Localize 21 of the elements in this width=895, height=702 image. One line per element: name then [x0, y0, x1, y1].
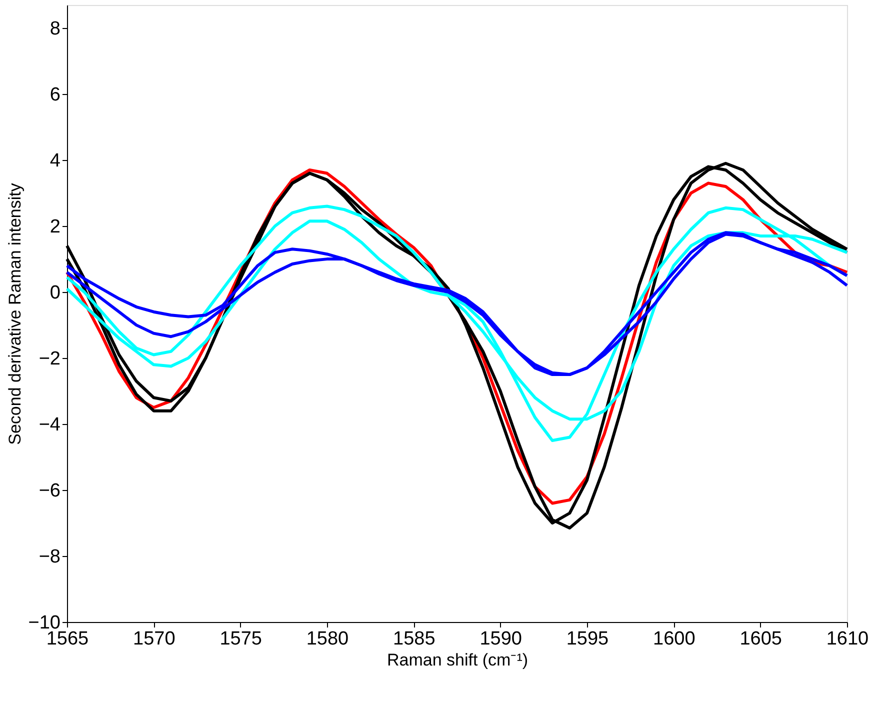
y-tick-label: 4	[50, 150, 61, 172]
y-tick-label: 6	[50, 84, 60, 106]
x-tick-label: 1595	[566, 628, 609, 650]
x-tick-label: 1605	[740, 628, 782, 650]
x-tick-label: 1590	[480, 628, 522, 650]
y-tick-label: −2	[38, 348, 60, 370]
x-tick-label: 1585	[393, 628, 436, 650]
y-axis-title: Second derivative Raman intensity	[5, 182, 24, 445]
y-tick-label: 2	[50, 216, 60, 238]
x-tick-label: 1575	[220, 628, 262, 650]
x-tick-label: 1580	[306, 628, 349, 650]
x-tick-label: 1600	[653, 628, 696, 650]
y-tick-label: 0	[50, 282, 60, 304]
y-tick-label: 8	[50, 18, 60, 40]
y-tick-label: −4	[38, 414, 61, 436]
x-axis-title: Raman shift (cm⁻¹)	[386, 650, 528, 670]
x-tick-label: 1610	[826, 628, 869, 650]
y-tick-label: −6	[38, 480, 60, 502]
x-tick-label: 1565	[46, 628, 89, 650]
x-tick-label: 1570	[133, 628, 176, 650]
y-tick-label: −8	[38, 546, 60, 568]
